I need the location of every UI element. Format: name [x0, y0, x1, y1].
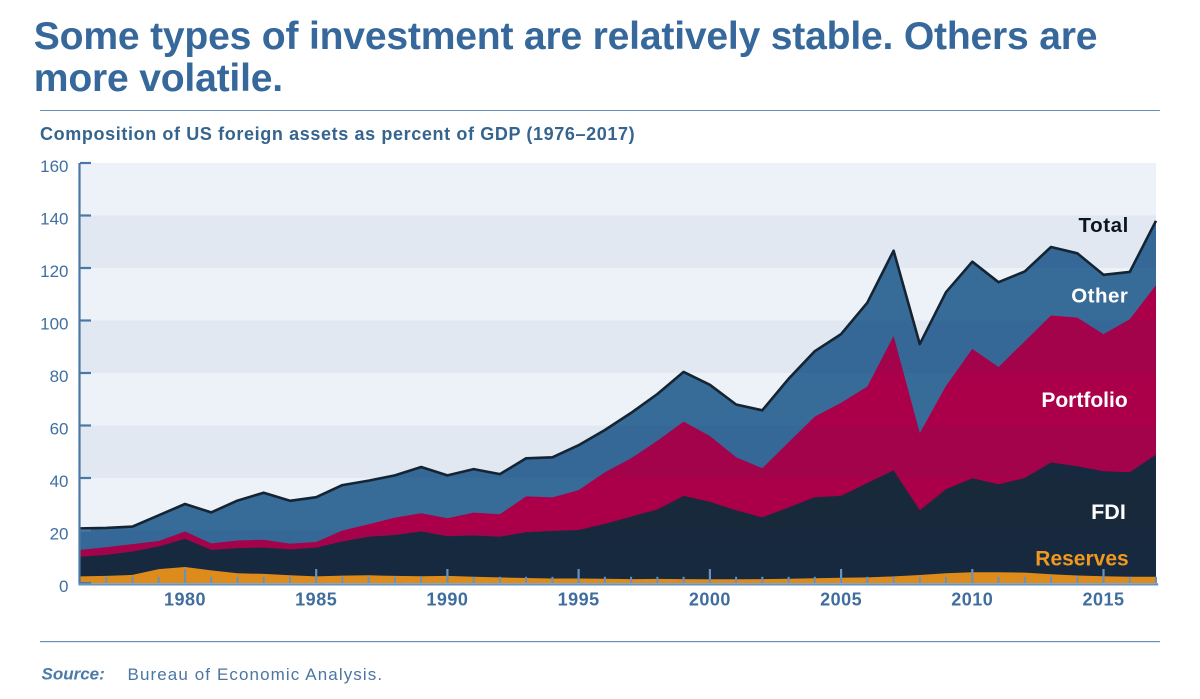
svg-text:2010: 2010	[951, 590, 993, 610]
svg-text:120: 120	[40, 262, 68, 281]
svg-text:1995: 1995	[558, 590, 600, 610]
svg-text:1990: 1990	[426, 590, 468, 610]
svg-text:1980: 1980	[164, 590, 206, 610]
svg-text:160: 160	[40, 157, 68, 176]
svg-text:Portfolio: Portfolio	[1041, 389, 1127, 412]
svg-text:Bureau of Economic Analysis.: Bureau of Economic Analysis.	[128, 665, 384, 684]
svg-text:80: 80	[50, 367, 69, 386]
svg-text:0: 0	[59, 577, 68, 596]
svg-text:40: 40	[50, 472, 69, 491]
svg-text:60: 60	[50, 420, 69, 439]
svg-text:2000: 2000	[689, 590, 731, 610]
svg-text:Total: Total	[1078, 214, 1128, 237]
svg-text:Reserves: Reserves	[1035, 548, 1128, 571]
svg-text:Other: Other	[1071, 285, 1128, 308]
svg-text:20: 20	[50, 525, 69, 544]
svg-text:1985: 1985	[295, 590, 337, 610]
svg-text:2005: 2005	[820, 590, 862, 610]
svg-text:140: 140	[40, 210, 68, 229]
svg-text:100: 100	[40, 315, 68, 334]
svg-text:2015: 2015	[1082, 590, 1124, 610]
svg-text:FDI: FDI	[1091, 500, 1126, 524]
svg-text:Source:: Source:	[42, 665, 105, 684]
